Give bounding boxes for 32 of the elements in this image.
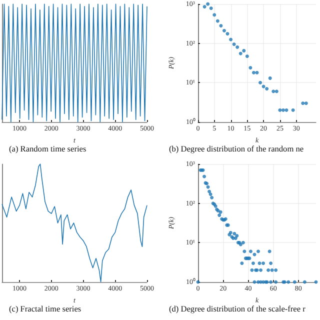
point [268, 76, 272, 80]
point [238, 52, 242, 56]
text: (c) Fractal time series [9, 304, 82, 314]
point [219, 24, 223, 28]
point [232, 42, 236, 46]
text: (b) Degree distribution of the random ne [169, 144, 304, 154]
point [291, 108, 295, 112]
point [281, 108, 285, 112]
point [226, 32, 230, 36]
point [252, 70, 256, 74]
point [216, 19, 220, 23]
point [222, 28, 226, 32]
point [274, 90, 278, 94]
text: (d) Degree distribution of the scale-free r [169, 304, 306, 314]
point [209, 6, 213, 10]
point [304, 101, 308, 105]
point [258, 80, 262, 84]
point [202, 5, 206, 9]
point [236, 45, 240, 49]
point [206, 2, 210, 6]
point [272, 90, 276, 94]
point [245, 54, 249, 58]
point [301, 101, 305, 105]
point [212, 13, 216, 17]
point [278, 108, 282, 112]
point [229, 38, 233, 42]
point [248, 66, 252, 70]
point [284, 108, 288, 112]
point [242, 48, 246, 52]
point [255, 70, 259, 74]
text: (a) Random time series [9, 144, 86, 154]
point [265, 87, 269, 91]
